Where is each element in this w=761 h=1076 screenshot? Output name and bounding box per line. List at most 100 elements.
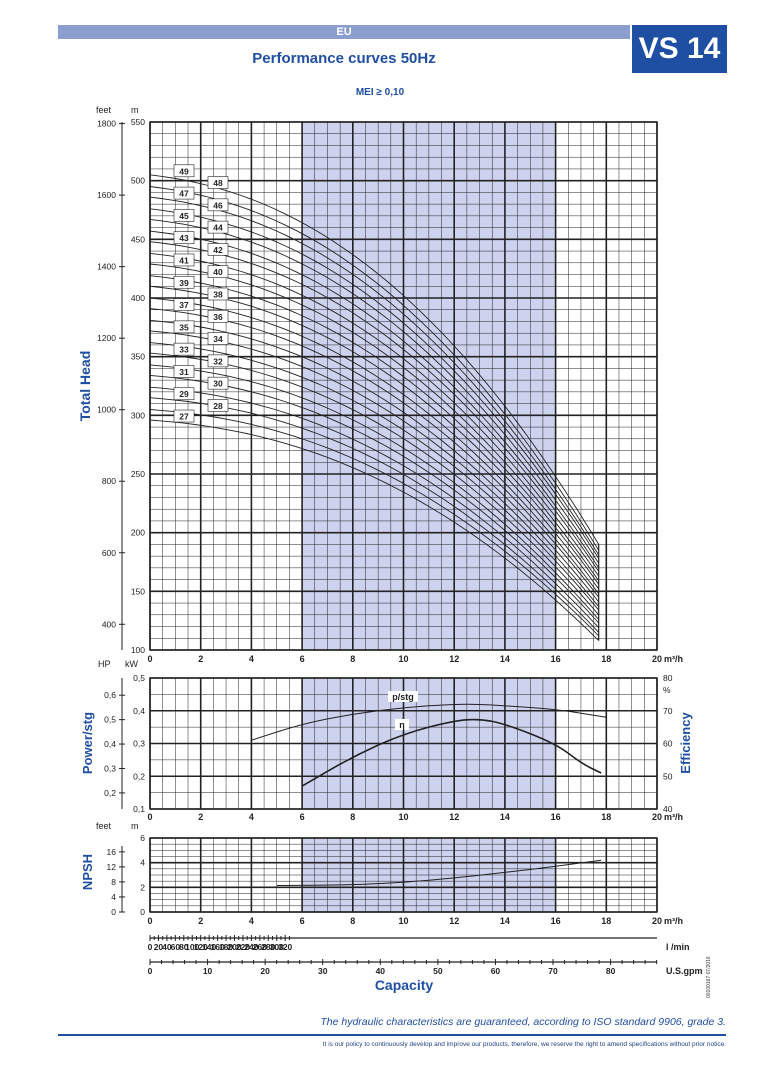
gpm-tick-label: 40: [376, 966, 386, 976]
stage-label-box: [173, 320, 195, 334]
y-tick-label-m: 150: [131, 586, 145, 596]
x-tick-label: 14: [500, 812, 510, 822]
y-tick-label-hp: 0,3: [104, 763, 116, 773]
stage-label: 44: [213, 223, 223, 233]
stage-label-box: [207, 376, 229, 390]
lmin-tick-label: 20: [154, 942, 164, 952]
stage-label: 35: [179, 322, 189, 332]
gpm-tick-label: 30: [318, 966, 328, 976]
y-tick-label-kw: 0,1: [133, 804, 145, 814]
stage-label-box: [207, 309, 229, 323]
x-tick-label: 6: [300, 812, 305, 822]
stage-label-box: [173, 342, 195, 356]
power-chart-frame: [149, 677, 658, 810]
stage-label: 28: [213, 401, 223, 411]
y-tick-label-m: 4: [140, 858, 145, 868]
y-tick-label-ft: 1400: [97, 262, 116, 272]
stage-label-box: [207, 265, 229, 279]
stage-label-box: [173, 209, 195, 222]
y-tick-label-kw: 0,5: [133, 673, 145, 683]
head-axis-title: Total Head: [77, 351, 93, 422]
power-series-label-bg: [388, 691, 418, 702]
stage-curve-28: [149, 409, 600, 637]
stage-label-box: [207, 287, 229, 301]
x-tick-label: 6: [300, 916, 305, 926]
stage-label: 41: [179, 255, 189, 265]
x-unit-label: m³/h: [664, 654, 683, 664]
stage-curve-47: [149, 196, 600, 556]
lmin-tick-label: 80: [179, 942, 189, 952]
gpm-tick-label: 0: [148, 966, 153, 976]
y-tick-label-m: 0: [140, 907, 145, 917]
y-tick-label-hp: 0,6: [104, 690, 116, 700]
model-badge: VS 14: [632, 25, 727, 73]
y-tick-label-kw: 0,4: [133, 706, 145, 716]
gpm-tick-label: 20: [260, 966, 270, 976]
efficiency-curve: [301, 718, 602, 787]
stage-label-box: [207, 354, 229, 368]
x-tick-label: 12: [449, 812, 459, 822]
document-reference: 00100167 07/2016: [706, 956, 712, 998]
stage-label-box: [207, 176, 229, 189]
stage-curve-27: [149, 419, 600, 641]
y-tick-label-m: 6: [140, 833, 145, 843]
x-tick-label: 14: [500, 654, 510, 664]
policy-note: It is our policy to continuously develop…: [322, 1041, 726, 1048]
x-tick-label: 12: [449, 916, 459, 926]
gpm-tick-label: 80: [606, 966, 616, 976]
power-axis-title: Power/stg: [80, 712, 95, 774]
x-tick-label: 0: [147, 916, 152, 926]
stage-curve-32: [149, 364, 600, 620]
y2-tick-label: 50: [663, 771, 673, 781]
stage-label: 40: [213, 267, 223, 277]
x-tick-label: 12: [449, 654, 459, 664]
x-tick-label: 0: [147, 654, 152, 664]
stage-label-box: [207, 332, 229, 345]
y-unit-hp: HP: [98, 659, 111, 669]
stage-curve-36: [149, 319, 600, 603]
lmin-tick-label: 180: [219, 942, 233, 952]
stage-label-box: [173, 275, 195, 289]
x-unit-label: m³/h: [664, 916, 683, 926]
x-tick-label: 8: [350, 812, 355, 822]
lmin-tick-label: 60: [171, 942, 181, 952]
y2-unit: %: [663, 685, 671, 695]
efficiency-series-label: η: [399, 720, 405, 730]
footer-rule: [58, 1034, 726, 1036]
y-tick-label-m: 450: [131, 234, 145, 244]
y-tick-label-ft: 12: [107, 862, 117, 872]
x-tick-label: 6: [300, 654, 305, 664]
y2-tick-label: 60: [663, 739, 673, 749]
gpm-tick-label: 10: [203, 966, 213, 976]
page-title: Performance curves 50Hz: [252, 50, 436, 67]
y-tick-label-m: 350: [131, 352, 145, 362]
stage-label-box: [207, 243, 229, 256]
y-tick-label-ft: 400: [102, 619, 116, 629]
efficiency-series-label-bg: [395, 719, 409, 730]
stage-label-box: [207, 220, 229, 234]
x-tick-label: 2: [198, 654, 203, 664]
stage-label: 38: [213, 290, 223, 300]
y-unit-feet: feet: [96, 821, 112, 831]
x-tick-label: 16: [551, 916, 561, 926]
lmin-tick-label: 260: [253, 942, 267, 952]
stage-label: 48: [213, 178, 223, 188]
stage-label: 34: [213, 334, 223, 344]
y-tick-label-m: 400: [131, 293, 145, 303]
x-tick-label: 20: [652, 654, 662, 664]
stage-curve-45: [149, 218, 600, 564]
stage-label: 33: [179, 345, 189, 355]
x-tick-label: 10: [398, 812, 408, 822]
stage-label-box: [173, 365, 195, 378]
x-tick-label: 20: [652, 812, 662, 822]
stage-label-box: [173, 387, 195, 401]
stage-curve-30: [149, 386, 600, 629]
x-tick-label: 16: [551, 812, 561, 822]
lmin-tick-label: 220: [236, 942, 250, 952]
y-tick-label-ft: 0: [111, 907, 116, 917]
stage-label-box: [173, 164, 195, 178]
stage-label-box: [207, 198, 229, 212]
y2-tick-label: 70: [663, 706, 673, 716]
x-tick-label: 18: [601, 916, 611, 926]
